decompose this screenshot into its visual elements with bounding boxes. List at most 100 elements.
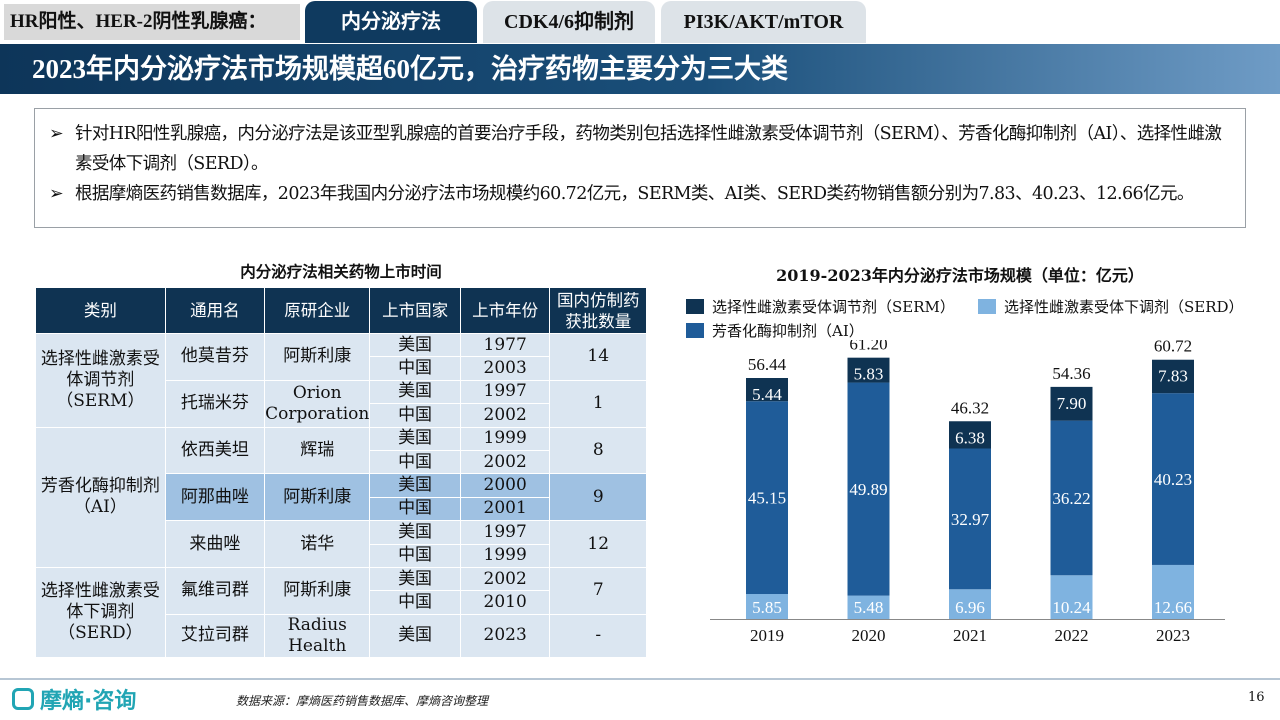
year-cell: 2002	[459, 566, 551, 592]
bar-segment-serm	[1050, 386, 1093, 421]
summary-box: ➢ 针对HR阳性乳腺癌，内分泌疗法是该亚型乳腺癌的首要治疗手段，药物类别包括选择…	[34, 108, 1246, 228]
table-row: 阿那曲唑 阿斯利康 美国 2000 9	[36, 473, 647, 522]
count-cell: 1	[549, 379, 647, 428]
country-cell: 中国	[369, 590, 461, 615]
data-label-serm: 7.90	[1057, 394, 1087, 413]
data-label-serm: 7.83	[1158, 367, 1188, 386]
legend-item-serm: 选择性雌激素受体调节剂（SERM）	[686, 296, 955, 317]
table-row: 中国 2010	[36, 590, 647, 615]
bullet-text: 根据摩熵医药销售数据库，2023年我国内分泌疗法市场规模约60.72亿元，SER…	[75, 184, 1194, 204]
total-label: 46.32	[951, 398, 989, 417]
market-size-chart: 5.85 45.15 5.44 56.44 2019 5.48 49.89 5.83 61.20…	[710, 340, 1225, 645]
table-row: 芳香化酶抑制剂（AI） 依西美坦 辉瑞 美国 1999 8	[35, 426, 647, 568]
bar-segment-serd	[1152, 564, 1194, 619]
col-header-country: 上市国家	[369, 287, 461, 334]
data-label-ai: 32.97	[951, 510, 990, 529]
data-label-serd: 12.66	[1154, 598, 1192, 617]
total-label: 54.36	[1052, 364, 1090, 383]
count-cell: 12	[549, 520, 647, 568]
data-label-ai: 49.89	[849, 480, 887, 499]
table-row: 托瑞米芬 Orion Corporation 美国 1997 1	[36, 379, 647, 428]
bar-segment-serm	[746, 378, 788, 402]
country-cell: 美国	[369, 520, 461, 545]
x-tick-label: 2019	[750, 626, 784, 645]
count-cell: -	[549, 613, 647, 658]
country-cell: 中国	[369, 356, 461, 381]
bar-segment-serm	[949, 421, 991, 449]
total-label: 61.20	[849, 340, 887, 354]
arrow-bullet-icon: ➢	[49, 184, 64, 204]
legend-label: 选择性雌激素受体调节剂（SERM）	[712, 298, 955, 316]
tab-pi3k-akt-mtor[interactable]: PI3K/AKT/mTOR	[661, 1, 866, 43]
year-cell: 2001	[459, 496, 551, 522]
legend-swatch	[686, 299, 704, 314]
drug-name-cell: 他莫昔芬	[164, 333, 266, 381]
drug-name-cell: 托瑞米芬	[164, 379, 266, 428]
x-tick-label: 2021	[953, 626, 987, 645]
count-cell: 8	[549, 426, 647, 475]
legend-item-ai: 芳香化酶抑制剂（AI）	[686, 320, 864, 341]
table-row: 选择性雌激素受体调节剂（SERM） 他莫昔芬 阿斯利康 美国 1977 14	[35, 332, 647, 428]
bar-segment-ai	[746, 401, 788, 595]
x-tick-label: 2022	[1055, 626, 1089, 645]
company-cell: Orion Corporation	[264, 379, 371, 428]
company-cell: 阿斯利康	[264, 333, 371, 381]
country-cell: 中国	[369, 449, 461, 475]
data-label-serd: 6.96	[955, 598, 985, 617]
legend-swatch	[686, 323, 704, 338]
total-label: 60.72	[1154, 340, 1192, 356]
table-title: 内分泌疗法相关药物上市时间	[240, 262, 442, 281]
table-row: 选择性雌激素受体下调剂（SERD） 氟维司群 阿斯利康 美国 2002 7	[35, 566, 647, 658]
col-header-generic-count: 国内仿制药获批数量	[549, 287, 647, 334]
data-label-ai: 45.15	[748, 489, 786, 508]
data-label-ai: 36.22	[1052, 489, 1090, 508]
bar-segment-ai	[1152, 393, 1194, 565]
year-cell: 2023	[459, 613, 551, 658]
category-cell: 芳香化酶抑制剂（AI）	[35, 426, 166, 568]
drug-name-cell: 依西美坦	[164, 426, 266, 475]
bar-segment-serm	[1152, 359, 1194, 394]
country-cell: 美国	[369, 473, 461, 498]
bar-segment-ai	[1050, 420, 1093, 576]
year-cell: 1977	[459, 332, 551, 358]
drug-name-cell: 氟维司群	[164, 566, 266, 615]
company-cell: Radius Health	[264, 613, 371, 658]
x-tick-label: 2023	[1156, 626, 1190, 645]
count-cell: 7	[549, 566, 647, 615]
year-cell: 2000	[459, 473, 551, 498]
brand-logo-icon	[12, 688, 34, 710]
company-cell: 辉瑞	[264, 426, 371, 475]
count-cell: 14	[549, 333, 647, 381]
bar-segment-serd	[847, 595, 890, 619]
country-cell: 美国	[369, 332, 461, 358]
chart-title: 2019-2023年内分泌疗法市场规模（单位：亿元）	[776, 266, 1144, 285]
table-row: 来曲唑 诺华 美国 1997 12	[36, 520, 647, 568]
country-cell: 中国	[369, 403, 461, 428]
total-label: 56.44	[748, 355, 787, 374]
table-row: 中国 2002	[36, 403, 647, 428]
year-cell: 1997	[459, 520, 551, 545]
company-cell: 阿斯利康	[264, 566, 371, 615]
legend-item-serd: 选择性雌激素受体下调剂（SERD）	[978, 296, 1244, 317]
bar-segment-serd	[1050, 575, 1093, 619]
tab-cdk46-inhibitor[interactable]: CDK4/6抑制剂	[483, 1, 655, 43]
category-cell: 选择性雌激素受体下调剂（SERD）	[35, 566, 166, 658]
data-label-serd: 10.24	[1052, 598, 1091, 617]
drug-name-cell: 阿那曲唑	[164, 473, 266, 522]
country-cell: 美国	[369, 613, 461, 658]
source-note: 数据来源：摩熵医药销售数据库、摩熵咨询整理	[236, 694, 489, 708]
tab-endocrine-therapy[interactable]: 内分泌疗法	[305, 1, 477, 43]
table-row: 中国 2002	[36, 449, 647, 475]
data-label-ai: 40.23	[1154, 470, 1192, 489]
col-header-category: 类别	[35, 287, 166, 334]
bar-segment-ai	[949, 448, 991, 590]
title-bar: 2023年内分泌疗法市场规模超60亿元，治疗药物主要分为三大类	[0, 44, 1280, 94]
bar-segment-serd	[949, 589, 991, 619]
section-label: HR阳性、HER-2阴性乳腺癌：	[4, 4, 300, 40]
country-cell: 中国	[369, 543, 461, 568]
arrow-bullet-icon: ➢	[49, 124, 64, 144]
x-tick-label: 2020	[852, 626, 886, 645]
bullet-item: ➢ 根据摩熵医药销售数据库，2023年我国内分泌疗法市场规模约60.72亿元，S…	[49, 179, 1233, 209]
data-label-serm: 5.83	[854, 365, 884, 384]
year-cell: 1997	[459, 379, 551, 405]
